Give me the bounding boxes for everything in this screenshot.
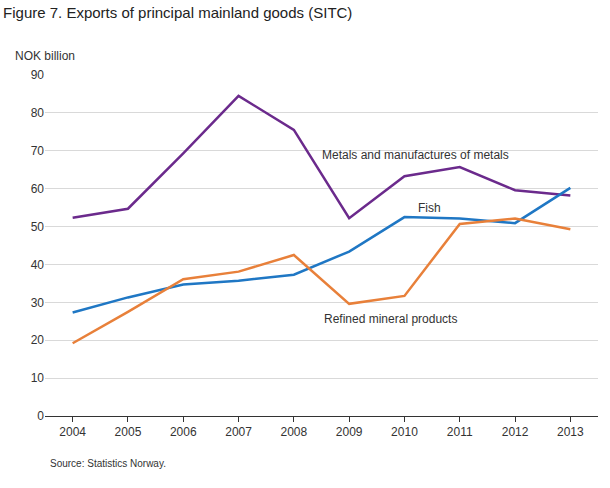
svg-text:2004: 2004 <box>59 425 86 439</box>
svg-text:Source: Statistics Norway.: Source: Statistics Norway. <box>50 458 166 469</box>
svg-text:2005: 2005 <box>115 425 142 439</box>
svg-text:2012: 2012 <box>502 425 529 439</box>
svg-text:40: 40 <box>31 258 45 272</box>
svg-text:10: 10 <box>31 371 45 385</box>
svg-text:2007: 2007 <box>225 425 252 439</box>
svg-text:0: 0 <box>37 409 44 423</box>
svg-text:20: 20 <box>31 333 45 347</box>
svg-text:70: 70 <box>31 144 45 158</box>
svg-text:Metals and manufactures of met: Metals and manufactures of metals <box>322 148 509 162</box>
svg-text:Refined mineral products: Refined mineral products <box>324 312 457 326</box>
svg-text:50: 50 <box>31 220 45 234</box>
svg-text:Fish: Fish <box>418 201 441 215</box>
svg-text:80: 80 <box>31 106 45 120</box>
svg-text:2011: 2011 <box>447 425 473 439</box>
svg-text:90: 90 <box>31 68 45 82</box>
svg-text:Figure 7. Exports of principal: Figure 7. Exports of principal mainland … <box>3 4 352 21</box>
svg-text:2008: 2008 <box>280 425 307 439</box>
svg-text:2010: 2010 <box>391 425 418 439</box>
svg-text:2006: 2006 <box>170 425 197 439</box>
svg-text:2013: 2013 <box>557 425 584 439</box>
svg-text:NOK billion: NOK billion <box>15 49 75 63</box>
svg-text:60: 60 <box>31 182 45 196</box>
svg-text:2009: 2009 <box>336 425 363 439</box>
svg-text:30: 30 <box>31 296 45 310</box>
